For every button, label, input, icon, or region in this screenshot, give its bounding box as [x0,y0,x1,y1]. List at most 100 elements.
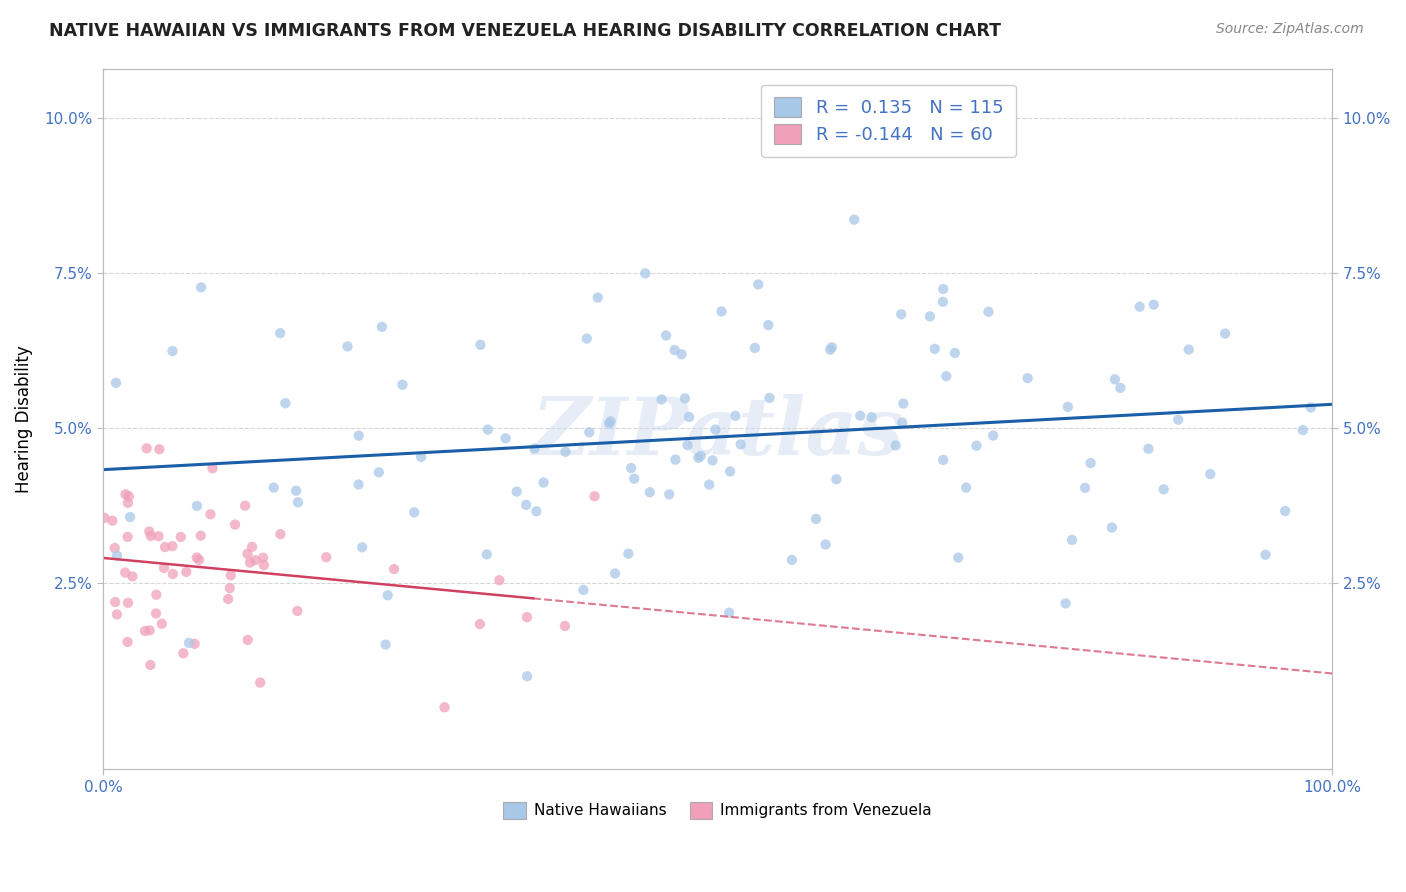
Point [506,484,529,499]
Point [404,505,426,519]
Point [671,347,693,361]
Point [688,450,710,465]
Point [724,409,747,423]
Point [200,508,222,522]
Point [744,341,766,355]
Point [138,624,160,638]
Point [533,475,555,490]
Point [105,549,128,563]
Point [190,529,212,543]
Point [347,428,370,442]
Point [263,481,285,495]
Point [153,540,176,554]
Point [658,487,681,501]
Point [219,568,242,582]
Point [780,553,803,567]
Point [249,675,271,690]
Point [139,657,162,672]
Point [224,517,246,532]
Point [433,700,456,714]
Point [135,442,157,456]
Point [935,369,957,384]
Point [93,511,115,525]
Point [162,539,184,553]
Point [932,453,955,467]
Point [105,607,128,622]
Point [1254,548,1277,562]
Point [620,461,643,475]
Point [981,428,1004,442]
Point [818,343,841,357]
Point [583,489,606,503]
Point [239,556,262,570]
Point [114,487,136,501]
Point [285,483,308,498]
Point [1080,456,1102,470]
Point [891,416,914,430]
Point [948,550,970,565]
Point [172,646,194,660]
Point [977,305,1000,319]
Point [924,342,946,356]
Point [655,328,678,343]
Point [183,637,205,651]
Point [623,472,645,486]
Point [285,604,308,618]
Point [186,499,208,513]
Point [174,565,197,579]
Point [1054,596,1077,610]
Point [617,547,640,561]
Point [162,566,184,581]
Point [377,588,399,602]
Point [697,477,720,491]
Point [367,466,389,480]
Point [117,530,139,544]
Point [236,632,259,647]
Point [236,547,259,561]
Text: Source: ZipAtlas.com: Source: ZipAtlas.com [1216,22,1364,37]
Point [943,346,966,360]
Point [664,452,686,467]
Point [488,573,510,587]
Point [374,638,396,652]
Point [516,669,538,683]
Point [825,472,848,486]
Point [495,431,517,445]
Point [269,527,291,541]
Point [1213,326,1236,341]
Point [201,461,224,475]
Point [554,444,576,458]
Point [664,343,686,357]
Point [676,438,699,452]
Point [586,291,609,305]
Point [245,553,267,567]
Point [186,550,208,565]
Point [138,524,160,539]
Point [932,282,955,296]
Point [336,339,359,353]
Point [932,294,955,309]
Point [651,392,673,407]
Point [150,616,173,631]
Point [603,566,626,581]
Text: ZIPatlas: ZIPatlas [531,394,904,472]
Point [718,606,741,620]
Point [718,464,741,478]
Point [638,485,661,500]
Point [117,496,139,510]
Point [190,280,212,294]
Point [689,449,711,463]
Point [139,529,162,543]
Point [704,423,727,437]
Point [804,512,827,526]
Point [598,417,620,431]
Point [177,636,200,650]
Point [477,423,499,437]
Point [104,376,127,390]
Point [860,410,883,425]
Point [702,453,724,467]
Point [844,212,866,227]
Point [814,537,837,551]
Point [893,396,915,410]
Point [117,635,139,649]
